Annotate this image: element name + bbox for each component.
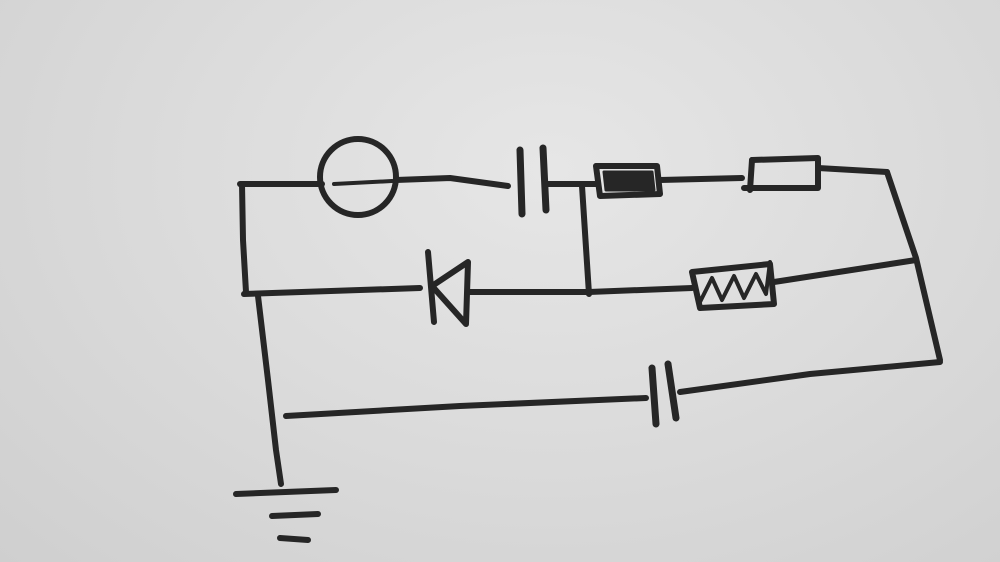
diode-icon xyxy=(425,249,471,327)
capacitor-icon xyxy=(648,360,680,428)
shaded-resistor-icon xyxy=(593,163,663,199)
left-wire xyxy=(239,181,284,487)
top-wire-r2-to-corner xyxy=(815,165,890,175)
middle-wire-left xyxy=(241,285,423,297)
middle-wire-junction-to-r3 xyxy=(586,285,695,295)
ground-icon xyxy=(233,487,339,543)
resistor-box-icon xyxy=(741,155,821,193)
junction-wire xyxy=(579,183,592,297)
bottom-wire-left xyxy=(283,395,649,419)
bottom-wire-right xyxy=(677,359,943,395)
ac-voltage-source-icon xyxy=(317,136,399,218)
top-wire-source-to-c1 xyxy=(393,175,511,189)
capacitor-icon xyxy=(516,144,550,218)
top-wire-r1-to-r2 xyxy=(657,175,745,183)
middle-wire-r3-to-right xyxy=(771,257,919,285)
zigzag-resistor-icon xyxy=(689,260,777,311)
